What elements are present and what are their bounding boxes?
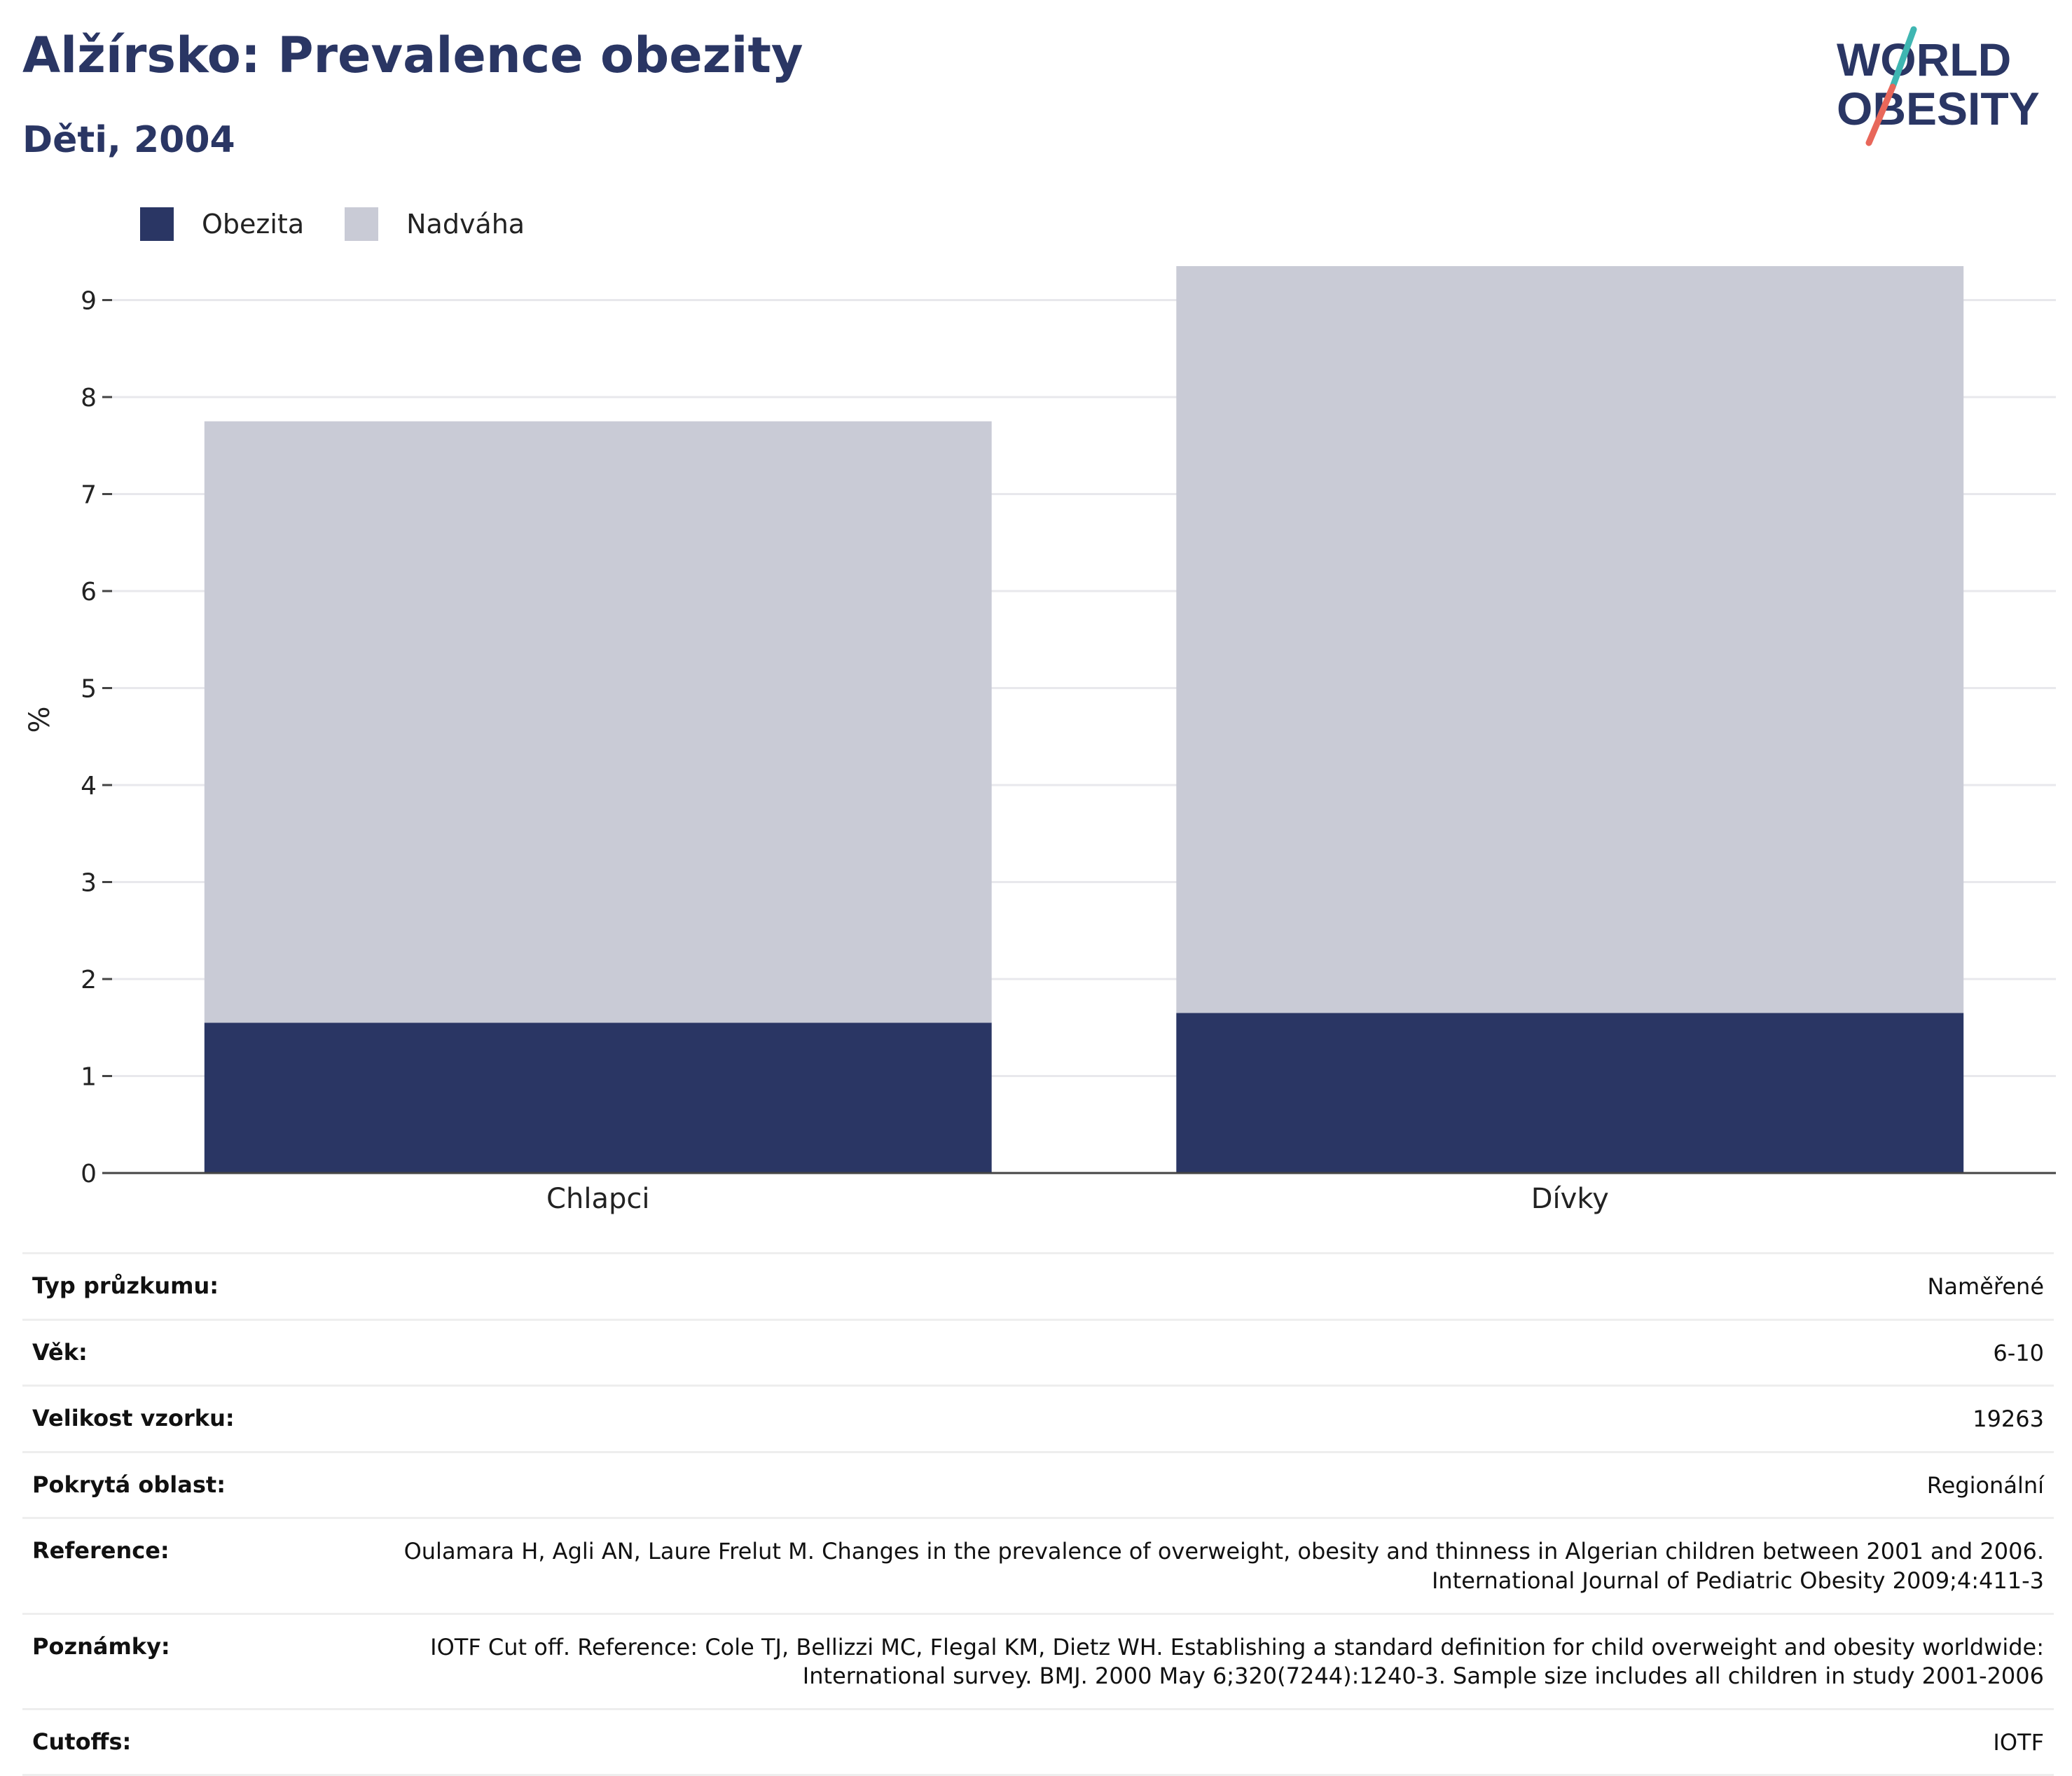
x-tick-label: Chlapci (546, 1183, 649, 1215)
details-table: Typ průzkumu: Naměřené Věk: 6-10 Velikos… (22, 1252, 2054, 1776)
details-value: Oulamara H, Agli AN, Laure Frelut M. Cha… (403, 1538, 2044, 1594)
y-tick-label: 6 (81, 578, 97, 606)
details-row-sample-size: Velikost vzorku: 19263 (22, 1385, 2054, 1451)
y-tick-label: 0 (81, 1160, 97, 1188)
svg-text:WORLD: WORLD (1837, 34, 2011, 85)
details-value: 19263 (1973, 1406, 2044, 1433)
legend-label-overweight: Nadváha (406, 209, 525, 240)
y-tick-label: 4 (81, 772, 97, 800)
details-value: IOTF Cut off. Reference: Cole TJ, Belliz… (430, 1633, 2044, 1690)
legend-swatch-overweight (345, 207, 379, 241)
world-obesity-logo: WORLD OBESITY (1837, 26, 2040, 146)
details-value: 6-10 (1993, 1339, 2044, 1366)
page-subtitle: Děti, 2004 (22, 119, 235, 161)
details-row-coverage: Pokrytá oblast: Regionální (22, 1450, 2054, 1518)
details-row-reference: Reference: Oulamara H, Agli AN, Laure Fr… (22, 1517, 2054, 1612)
chart-legend: Obezita Nadváha (140, 207, 565, 241)
details-value: Regionální (1926, 1471, 2044, 1499)
details-key: Reference: (32, 1537, 170, 1565)
page-title: Alžírsko: Prevalence obezity (22, 27, 803, 84)
y-tick-label: 3 (81, 868, 97, 897)
details-key: Velikost vzorku: (32, 1405, 235, 1432)
legend-swatch-obesity (140, 207, 174, 241)
details-key: Typ průzkumu: (32, 1272, 219, 1299)
details-key: Cutoffs: (32, 1728, 132, 1755)
bar-overweight-boys (204, 421, 992, 1023)
bar-overweight-girls (1176, 266, 1964, 1013)
details-key: Věk: (32, 1338, 88, 1366)
details-value: IOTF (1993, 1728, 2044, 1756)
legend-label-obesity: Obezita (202, 209, 305, 240)
details-key: Poznámky: (32, 1632, 170, 1660)
y-tick-label: 1 (81, 1062, 97, 1091)
details-row-cutoffs: Cutoffs: IOTF (22, 1707, 2054, 1776)
y-axis-label: % (24, 706, 56, 733)
y-tick-label: 7 (81, 480, 97, 509)
details-key: Pokrytá oblast: (32, 1471, 226, 1498)
legend-item-overweight[interactable]: Nadváha (345, 207, 525, 241)
y-tick-label: 2 (81, 966, 97, 994)
y-tick-label: 9 (81, 286, 97, 315)
y-tick-label: 8 (81, 384, 97, 412)
details-value: Naměřené (1927, 1273, 2044, 1300)
bar-obesity-girls (1176, 1013, 1964, 1173)
legend-item-obesity[interactable]: Obezita (140, 207, 304, 241)
details-row-survey-type: Typ průzkumu: Naměřené (22, 1252, 2054, 1319)
bar-obesity-boys (204, 1022, 992, 1173)
details-row-notes: Poznámky: IOTF Cut off. Reference: Cole … (22, 1612, 2054, 1708)
svg-text:OBESITY: OBESITY (1837, 83, 2040, 134)
y-tick-label: 5 (81, 674, 97, 703)
x-tick-label: Dívky (1531, 1183, 1609, 1215)
details-row-age: Věk: 6-10 (22, 1318, 2054, 1385)
bar-chart: 0 1 2 3 4 5 6 7 8 9% Chlapci Dívky (24, 266, 2056, 1215)
